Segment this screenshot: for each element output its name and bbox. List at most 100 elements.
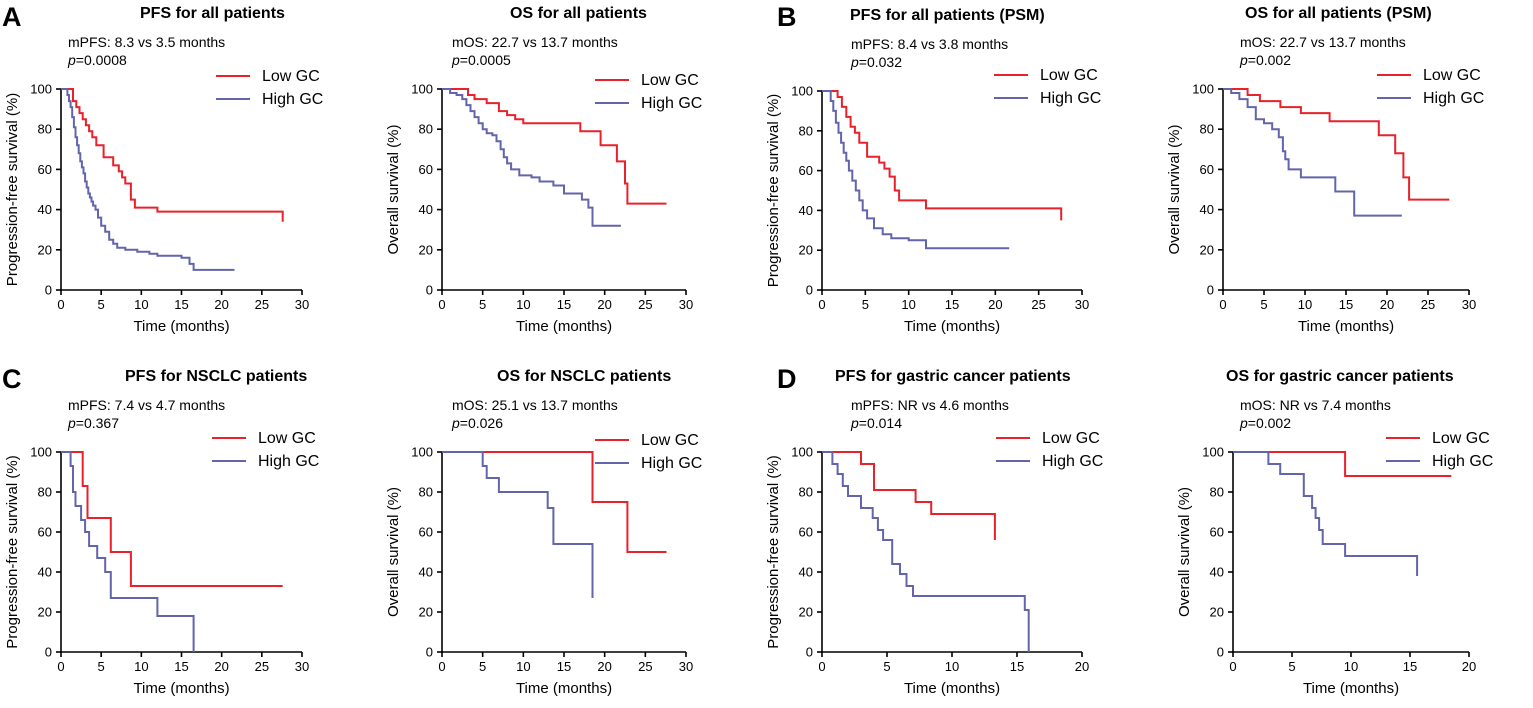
y-tick-label: 0 [1217,645,1224,660]
x-tick-label: 10 [901,297,915,312]
y-tick-label: 20 [799,243,813,258]
y-tick-label: 20 [1210,605,1224,620]
y-tick-label: 20 [419,242,433,257]
x-axis-label: Time (months) [904,318,1000,335]
x-tick-label: 20 [1462,659,1476,674]
x-axis-label: Time (months) [904,680,1000,697]
y-tick-label: 80 [1200,122,1214,137]
chart-panels: PFS for all patients mPFS: 8.3 vs 3.5 mon… [4,5,1493,697]
legend-label: Low GC [1042,430,1100,447]
legend-label: High GC [1042,453,1103,470]
x-tick-label: 30 [295,297,309,312]
y-tick-label: 40 [799,565,813,580]
legend-label: High GC [641,95,702,112]
y-axis-label: Progression-free survival (%) [765,455,782,648]
x-tick-label: 5 [862,297,869,312]
x-tick-label: 0 [1219,297,1226,312]
low-gc-survival-curve [61,451,283,587]
y-tick-label: 20 [799,605,813,620]
p-value-annotation: p=0.002 [1239,415,1291,431]
p-value: =0.002 [1248,52,1291,68]
y-tick-label: 100 [1192,82,1214,97]
p-value-annotation: p=0.0005 [451,52,511,68]
y-tick-label: 40 [1200,202,1214,217]
legend-label: Low GC [1423,67,1481,84]
chart-title: OS for NSCLC patients [497,368,671,385]
y-tick-label: 60 [799,163,813,178]
x-axis-label: Time (months) [516,318,612,335]
p-value: =0.367 [76,415,119,431]
y-tick-label: 0 [806,645,813,660]
chart-os_gastric: OS for gastric cancer patients mOS: NR vs… [1176,368,1493,697]
median-annotation: mOS: 22.7 vs 13.7 months [452,34,618,50]
y-tick-label: 60 [799,525,813,540]
x-tick-label: 15 [1010,659,1024,674]
y-tick-label: 80 [38,485,52,500]
legend-label: Low GC [641,72,699,89]
x-tick-label: 25 [638,297,652,312]
x-tick-label: 0 [818,297,825,312]
x-tick-label: 10 [945,659,959,674]
y-tick-label: 80 [419,485,433,500]
x-axis-label: Time (months) [1298,318,1394,335]
x-tick-label: 15 [174,659,188,674]
x-tick-label: 30 [679,297,693,312]
y-axis-label: Overall survival (%) [385,124,402,254]
p-value-annotation: p=0.014 [850,415,902,431]
high-gc-survival-curve [822,90,1010,250]
legend-label: Low GC [258,430,316,447]
x-tick-label: 5 [98,659,105,674]
low-gc-survival-curve [1223,88,1450,201]
median-annotation: mPFS: NR vs 4.6 months [851,397,1009,413]
x-tick-label: 20 [988,297,1002,312]
p-value: =0.032 [859,54,902,70]
y-tick-label: 0 [45,283,52,298]
x-tick-label: 5 [1288,659,1295,674]
y-tick-label: 100 [1202,445,1224,460]
p-value-annotation: p=0.367 [67,415,119,431]
x-tick-label: 5 [883,659,890,674]
x-tick-label: 10 [516,297,530,312]
p-symbol: p [451,415,460,431]
chart-pfs_all: PFS for all patients mPFS: 8.3 vs 3.5 mon… [4,5,323,335]
y-tick-label: 40 [419,202,433,217]
x-tick-label: 20 [1075,659,1089,674]
median-annotation: mOS: NR vs 7.4 months [1240,397,1391,413]
median-annotation: mPFS: 8.3 vs 3.5 months [68,34,225,50]
legend-label: High GC [258,453,319,470]
x-tick-label: 10 [134,659,148,674]
y-tick-label: 100 [791,445,813,460]
p-symbol: p [850,54,859,70]
chart-title: PFS for all patients (PSM) [850,7,1045,24]
x-tick-label: 20 [597,297,611,312]
y-axis-label: Progression-free survival (%) [765,94,782,287]
p-value: =0.002 [1248,415,1291,431]
legend-label: High GC [641,455,702,472]
y-tick-label: 20 [38,242,52,257]
chart-title: PFS for gastric cancer patients [835,368,1071,385]
x-tick-label: 10 [134,297,148,312]
chart-title: OS for all patients (PSM) [1245,5,1432,22]
x-tick-label: 30 [679,659,693,674]
chart-title: OS for gastric cancer patients [1226,368,1454,385]
y-axis-label: Overall survival (%) [1166,124,1183,254]
y-tick-label: 60 [419,162,433,177]
panel-letter-d: D [777,364,797,394]
y-tick-label: 40 [38,565,52,580]
x-axis-label: Time (months) [133,318,229,335]
y-tick-label: 40 [419,565,433,580]
y-tick-label: 0 [426,645,433,660]
legend-label: Low GC [1432,430,1490,447]
y-tick-label: 80 [419,122,433,137]
p-value-annotation: p=0.026 [451,415,503,431]
p-value: =0.0008 [76,52,127,68]
low-gc-survival-curve [822,90,1063,221]
p-symbol: p [67,52,76,68]
median-annotation: mOS: 22.7 vs 13.7 months [1240,34,1406,50]
x-axis-label: Time (months) [1303,680,1399,697]
low-gc-survival-curve [61,88,284,222]
x-tick-label: 15 [557,659,571,674]
high-gc-survival-curve [822,451,1030,652]
y-tick-label: 100 [411,82,433,97]
median-annotation: mPFS: 8.4 vs 3.8 months [851,36,1008,52]
